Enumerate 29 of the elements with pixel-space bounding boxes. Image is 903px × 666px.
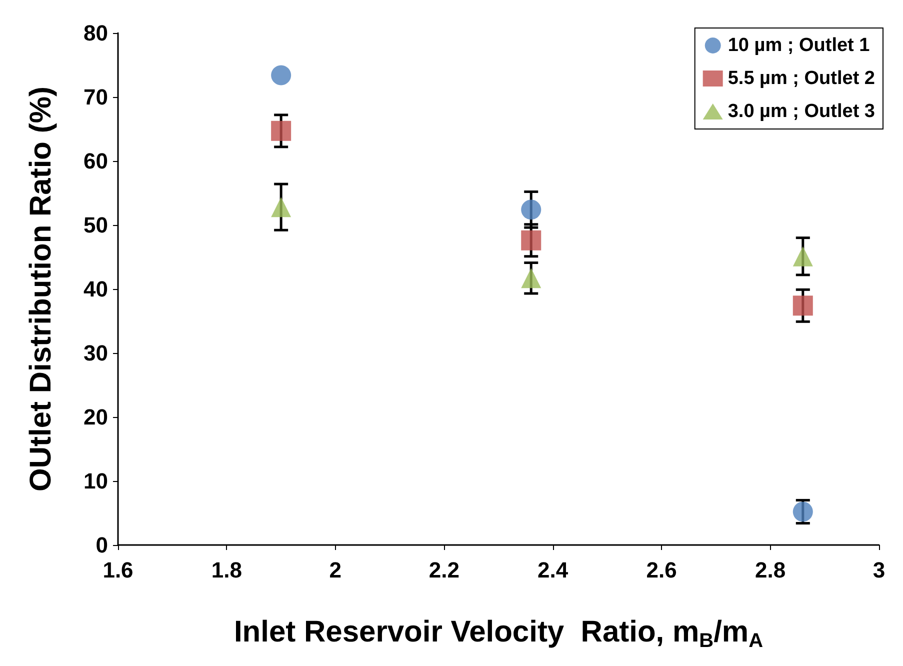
point bbox=[271, 65, 292, 86]
y-tick-label: 50 bbox=[84, 212, 108, 238]
y-axis-title: OUtlet Distribution Ratio (%) bbox=[24, 86, 58, 492]
x-tick-label: 1.8 bbox=[211, 558, 242, 582]
legend-label: 10 µm ; Outlet 1 bbox=[728, 35, 870, 56]
y-tick-label: 80 bbox=[84, 20, 108, 46]
x-tick-label: 2.8 bbox=[754, 558, 786, 582]
y-tick-label: 60 bbox=[84, 148, 108, 174]
point bbox=[792, 246, 813, 266]
y-tick-label: 40 bbox=[84, 276, 108, 302]
y-tick-label: 70 bbox=[84, 84, 108, 110]
y-tick-label: 0 bbox=[96, 532, 108, 558]
y-tick-label: 10 bbox=[84, 468, 108, 494]
point bbox=[792, 296, 813, 316]
x-tick-label: 2 bbox=[329, 558, 342, 582]
x-tick-label: 2.4 bbox=[538, 558, 569, 582]
point bbox=[271, 197, 292, 218]
x-tick-label: 2.2 bbox=[428, 558, 460, 582]
x-tick-label: 2.6 bbox=[646, 558, 677, 582]
legend-label: 5.5 µm ; Outlet 2 bbox=[728, 68, 876, 89]
point bbox=[271, 120, 292, 141]
x-tick-label: 1.6 bbox=[102, 558, 134, 582]
x-tick-label: 3 bbox=[872, 558, 886, 582]
y-tick-label: 30 bbox=[84, 340, 108, 366]
legend-label: 3.0 µm ; Outlet 3 bbox=[728, 101, 876, 122]
point bbox=[521, 268, 542, 288]
point bbox=[521, 200, 542, 220]
y-tick-label: 20 bbox=[84, 404, 108, 430]
point bbox=[521, 230, 542, 250]
